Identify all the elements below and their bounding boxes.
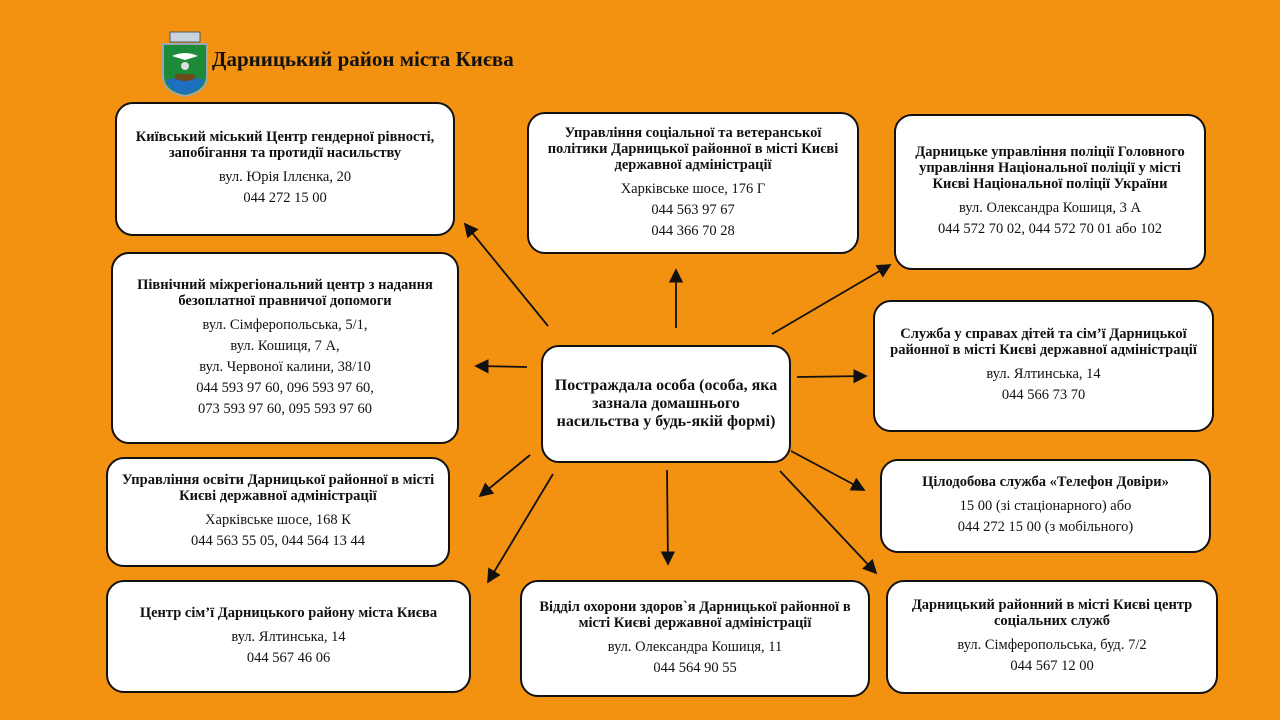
service-title: Управління освіти Дарницької районної в … — [121, 472, 435, 504]
service-address: Харківське шосе, 168 К — [205, 512, 351, 528]
arrow-to-police — [771, 264, 892, 335]
service-title: Київський міський Центр гендерної рівнос… — [135, 129, 435, 161]
service-title: Північний міжрегіональний центр з наданн… — [137, 276, 433, 309]
service-address: вул. Ялтинська, 14 — [986, 366, 1101, 382]
service-contact: вул. Кошиця, 7 А, — [230, 337, 340, 354]
service-contact: 044 567 46 06 — [246, 649, 331, 666]
service-address: вул. Сімферопольська, 5/1, — [202, 316, 368, 333]
service-box-family: Центр сім’ї Дарницького району міста Киє… — [106, 580, 471, 693]
service-address: вул. Олександра Кошиця, 3 А — [959, 200, 1141, 216]
service-title: Управління соціальної та ветеранської по… — [547, 124, 839, 173]
service-address: 15 00 (зі стаціонарного) або — [959, 498, 1132, 514]
coat-of-arms-logo — [162, 31, 208, 98]
arrow-to-hotline — [790, 450, 866, 491]
service-contact: 044 272 15 00 (з мобільного) — [957, 519, 1134, 535]
service-address: вул. Сімферопольська, буд. 7/2 — [957, 637, 1147, 653]
service-address: вул. Юрія Іллєнка, 20 — [218, 169, 352, 185]
service-box-socialservices: Дарницький районний в місті Києві центр … — [886, 580, 1218, 694]
service-box-education: Управління освіти Дарницької районної в … — [106, 457, 450, 567]
service-contact: 044 366 70 28 — [651, 222, 735, 239]
service-contact: 044 272 15 00 — [243, 190, 327, 206]
service-box-legal: Північний міжрегіональний центр з наданн… — [111, 252, 459, 444]
service-box-social: Управління соціальної та ветеранської по… — [527, 112, 859, 254]
page-title: Дарницький район міста Києва — [212, 47, 514, 71]
service-contact: 044 567 12 00 — [1010, 658, 1094, 674]
service-address: Харківське шосе, 176 Г — [620, 180, 766, 197]
service-title: Відділ охорони здоров`я Дарницької район… — [539, 598, 851, 631]
arrow-to-education — [478, 454, 531, 498]
service-box-health: Відділ охорони здоров`я Дарницької район… — [520, 580, 870, 697]
service-box-gender: Київський міський Центр гендерної рівнос… — [115, 102, 455, 236]
service-contact: 073 593 97 60, 095 593 97 60 — [198, 400, 372, 417]
service-title: Цілодобова служба «Телефон Довіри» — [922, 474, 1169, 490]
arrow-to-family — [487, 473, 554, 584]
service-address: вул. Ялтинська, 14 — [231, 628, 346, 645]
service-title: Служба у справах дітей та сім’ї Дарницьк… — [890, 326, 1197, 358]
service-contact: 044 566 73 70 — [1001, 387, 1086, 403]
service-title: Дарницьке управління поліції Головного у… — [915, 144, 1185, 192]
service-contact: 044 563 55 05, 044 564 13 44 — [191, 533, 365, 549]
service-box-children: Служба у справах дітей та сім’ї Дарницьк… — [873, 300, 1214, 432]
service-title: Дарницький районний в місті Києві центр … — [911, 597, 1193, 629]
arrow-to-socialservices — [779, 470, 878, 575]
arrow-to-gender — [463, 222, 549, 327]
service-contact: 044 593 97 60, 096 593 97 60, — [196, 379, 374, 396]
service-contact: 044 564 90 55 — [653, 659, 737, 676]
service-box-police: Дарницьке управління поліції Головного у… — [894, 114, 1206, 270]
arrow-to-legal — [474, 359, 528, 374]
service-box-hotline: Цілодобова служба «Телефон Довіри» 15 00 … — [880, 459, 1211, 553]
service-contact: 044 563 97 67 — [651, 201, 735, 218]
arrow-to-health — [660, 469, 676, 566]
service-contact: 044 572 70 02, 044 572 70 01 або 102 — [937, 221, 1163, 237]
victim-center-node: Постраждала особа (особа, яка зазнала до… — [541, 345, 791, 463]
service-contact: вул. Червоної калини, 38/10 — [199, 358, 371, 375]
arrow-to-children — [796, 368, 868, 384]
center-title: Постраждала особа (особа, яка зазнала до… — [554, 377, 778, 430]
service-title: Центр сім’ї Дарницького району міста Киє… — [139, 604, 438, 621]
service-address: вул. Олександра Кошиця, 11 — [607, 638, 783, 655]
